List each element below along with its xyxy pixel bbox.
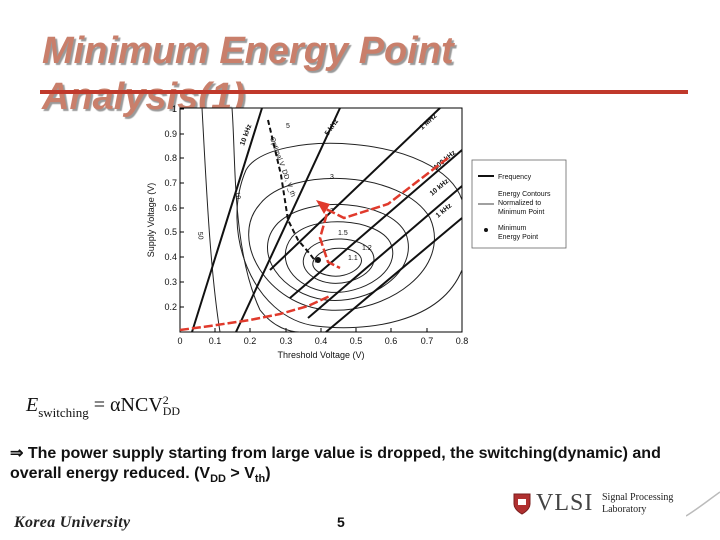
x-ticks — [179, 328, 463, 332]
shield-icon — [513, 493, 531, 515]
x-tick-label: 0.1 — [209, 336, 222, 346]
x-axis-label: Threshold Voltage (V) — [277, 350, 364, 360]
formula-sub: DD — [162, 404, 181, 419]
freq-line — [289, 149, 463, 299]
lab-description: Signal Processing Laboratory — [602, 492, 673, 516]
title-underline — [40, 90, 688, 94]
vlsi-text: VLSI — [536, 490, 594, 516]
contour-label: 10 — [233, 191, 241, 200]
y-tick-label: 0.2 — [164, 302, 177, 312]
y-ticks — [180, 108, 184, 308]
y-tick-label: 0.6 — [164, 203, 177, 213]
minimum-energy-point — [315, 257, 321, 263]
red-arrow-head — [316, 200, 330, 214]
slide-title: Minimum Energy Point Analysis(1) — [42, 30, 454, 118]
bullet-main: The power supply starting from large val… — [10, 445, 661, 482]
bullet-sub-th: th — [254, 473, 266, 485]
contour-3 — [248, 177, 435, 311]
x-tick-label: 0 — [177, 336, 182, 346]
energy-contours — [201, 107, 463, 333]
lab-desc-line1: Signal Processing — [602, 492, 674, 503]
formula-sup: 2 — [162, 393, 169, 408]
y-tick-label: 0.8 — [164, 153, 177, 163]
x-tick-label: 0.2 — [244, 336, 257, 346]
contour-label: 1.2 — [362, 245, 372, 252]
x-tick-label: 0.7 — [421, 336, 434, 346]
bullet-end: ) — [265, 465, 271, 482]
contour-10 — [231, 107, 301, 333]
contour-1-2 — [302, 238, 375, 284]
contour-2 — [267, 204, 409, 301]
energy-contour-chart: 0.2 0.3 0.4 0.5 0.6 0.7 0.8 0.9 1 0 0.1 … — [146, 104, 567, 360]
bullet-mid: > V — [225, 465, 255, 482]
y-tick-label: 0.4 — [164, 252, 177, 262]
formula-lhs: E — [26, 394, 39, 416]
x-tick-label: 0.3 — [280, 336, 293, 346]
x-tick-label: 0.8 — [456, 336, 469, 346]
freq-line — [235, 107, 341, 333]
implies-icon: ⇒ — [10, 445, 24, 462]
korea-university-logo: Korea University — [14, 514, 131, 531]
contour-label: 1.5 — [338, 230, 348, 237]
red-arrow-path — [179, 157, 449, 332]
freq-line — [269, 107, 441, 271]
chart-legend: Frequency Energy Contours Normalized to … — [471, 159, 567, 249]
contour-50 — [201, 107, 221, 333]
plot-frame — [179, 107, 463, 333]
freq-line — [325, 217, 463, 333]
freq-line — [191, 107, 263, 333]
legend-label: Frequency — [498, 174, 532, 181]
y-tick-label: 0.7 — [164, 178, 177, 188]
y-tick-label: 0.3 — [164, 277, 177, 287]
contour-label: 5 — [286, 123, 290, 130]
contour-5 — [236, 142, 463, 329]
optimal-locus — [267, 119, 317, 263]
frequency-lines — [191, 107, 463, 333]
switching-energy-formula: Eswitching = αNCV2 DD — [26, 394, 180, 421]
formula-exponent: 2 DD — [162, 393, 181, 419]
decorative-swoosh — [686, 491, 720, 517]
bullet-text: ⇒ The power supply starting from large v… — [10, 444, 716, 489]
contour-1-5 — [284, 221, 393, 293]
y-axis-label: Supply Voltage (V) — [146, 183, 156, 258]
legend-label: Energy Contours Normalized to Minimum Po… — [498, 191, 552, 216]
y-tick-label: 0.5 — [164, 227, 177, 237]
x-tick-label: 0.6 — [385, 336, 398, 346]
freq-line — [307, 185, 463, 319]
contour-label: 50 — [196, 232, 204, 240]
contour-label: 1.1 — [348, 255, 358, 262]
x-tick-label: 0.5 — [350, 336, 363, 346]
formula-lhs-sub: switching — [38, 405, 89, 420]
vlsi-lab-logo: VLSI — [512, 490, 593, 517]
y-tick-label: 0.9 — [164, 129, 177, 139]
bullet-sub-dd: DD — [210, 473, 226, 485]
contour-label: 3 — [330, 174, 334, 181]
lab-desc-line2: Laboratory — [602, 504, 647, 515]
legend-label: Minimum Energy Point — [498, 225, 538, 241]
y-tick-label: 1 — [172, 104, 177, 114]
page-number: 5 — [337, 514, 345, 530]
contour-1-1 — [312, 247, 362, 277]
x-tick-label: 0.4 — [315, 336, 328, 346]
formula-rhs: = αNCV — [88, 394, 163, 416]
